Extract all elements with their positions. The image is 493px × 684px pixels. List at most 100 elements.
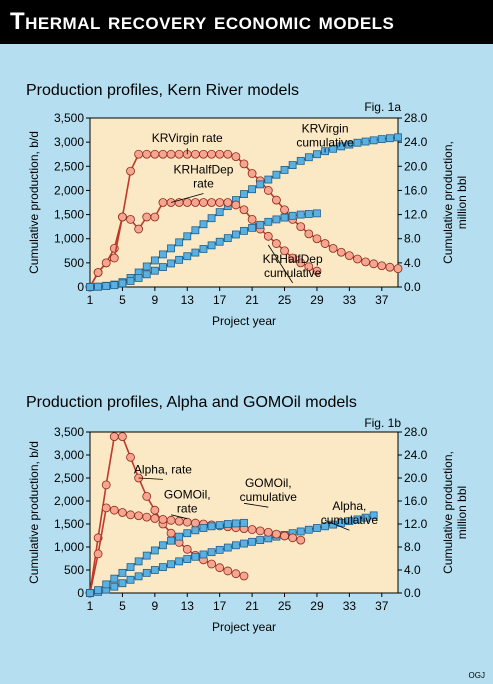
chart-2-cumulative-point <box>191 526 200 535</box>
chart-2-cumulative-point <box>304 525 313 534</box>
chart-1-ytick-label: 2,000 <box>54 183 84 197</box>
chart-1-title: Production profiles, Kern River models <box>26 82 300 99</box>
chart-2-ylabel: Cumulative production, b/d <box>27 441 41 584</box>
chart-1-ytick-label: 0 <box>77 280 84 294</box>
chart-1-cumulative-point <box>377 135 386 144</box>
chart-2-y2label: Cumulative production, <box>441 451 455 574</box>
chart-1-cumulative-point <box>361 137 370 146</box>
chart-2-rate-point <box>126 452 135 462</box>
chart-2-cumulative-point <box>167 536 175 545</box>
credit-label: OGJ <box>468 671 485 680</box>
chart-1-rate-point <box>215 149 225 159</box>
chart-1-rate-point <box>393 264 403 274</box>
chart-1-rate-point <box>280 246 289 256</box>
chart-2-cumulative-point <box>240 518 248 527</box>
chart-1-rate-point <box>336 247 346 257</box>
chart-1-rate-point <box>101 258 111 268</box>
chart-2-cumulative-point <box>94 586 103 595</box>
chart-2-cumulative-point <box>150 546 159 555</box>
chart-1-xlabel: Project year <box>212 314 276 328</box>
chart-2-cumulative-point <box>321 522 329 531</box>
chart-2-y2tick-label: 4.0 <box>404 563 421 577</box>
chart-2-rate-point <box>118 508 127 517</box>
chart-1-rate-point <box>182 198 192 207</box>
chart-2-y2tick-label: 24.0 <box>404 448 428 462</box>
chart-2-cumulative-point <box>199 550 208 559</box>
chart-2-cumulative-point <box>86 589 94 597</box>
chart-2-cumulative-point <box>313 524 321 532</box>
chart-1-rate-point <box>158 198 168 207</box>
chart-2-cumulative-point <box>215 545 224 554</box>
chart-1-rate-point <box>361 257 370 267</box>
chart-1-y2label: Cumulative production, <box>441 141 455 264</box>
chart-2-annotation-leader <box>324 519 350 531</box>
chart-2-y2tick-label: 28.0 <box>404 425 428 439</box>
chart-1-cumulative-point <box>288 211 297 220</box>
chart-1-xtick-label: 5 <box>119 293 126 307</box>
chart-2-annotation-label: GOMOil, <box>245 476 292 490</box>
chart-2-rate-point <box>93 549 103 559</box>
chart-1-rate-point <box>280 205 289 215</box>
chart-2-rate-point <box>101 503 111 513</box>
chart-1-ytick-label: 2,500 <box>54 159 84 173</box>
chart-2-rate-point <box>182 517 192 527</box>
figure-header: Thermal recovery economic models <box>0 0 493 44</box>
chart-2-cumulative-point <box>167 560 175 569</box>
chart-2-xtick-label: 9 <box>151 599 158 613</box>
chart-1-cumulative-point <box>175 238 184 247</box>
chart-1-rate-point <box>328 243 338 253</box>
chart-2-ytick-label: 3,500 <box>54 425 84 439</box>
chart-1-rate-point <box>150 212 160 222</box>
chart-1-annotation-label: KRVirgin <box>302 121 349 135</box>
chart-1-ytick-label: 3,000 <box>54 135 84 149</box>
chart-2-y2tick-label: 8.0 <box>404 540 421 554</box>
chart-1-series-2 <box>86 133 402 291</box>
chart-2-cumulative-point <box>175 557 184 566</box>
chart-2-cumulative-point <box>110 582 119 591</box>
chart-2-cumulative-point <box>256 536 265 544</box>
chart-1-xtick-label: 9 <box>151 293 158 307</box>
chart-1-cumulative-point <box>94 282 103 291</box>
chart-2-rate-point <box>231 569 241 579</box>
chart-1-cumulative-point <box>183 252 192 261</box>
chart-1-annotation-label: KRHalfDep <box>173 163 233 177</box>
chart-2-rate-point <box>207 559 216 569</box>
chart-2-cumulative-point <box>118 568 127 577</box>
chart-1-cumulative-point <box>142 270 151 279</box>
chart-1-xtick-label: 1 <box>87 293 94 307</box>
chart-2-cumulative-point <box>199 524 208 532</box>
chart-1-cumulative-point <box>256 180 265 189</box>
chart-1-rate-point <box>231 152 241 162</box>
chart-2-cumulative-point <box>345 517 354 526</box>
chart-1-y2tick-label: 8.0 <box>404 232 421 246</box>
chart-1-rate-point <box>118 212 127 222</box>
chart-2-cumulative-point <box>183 529 192 538</box>
chart-1-cumulative-point <box>240 226 248 235</box>
chart-1-rate-point <box>263 231 273 241</box>
chart-2-ytick-label: 2,500 <box>54 471 84 485</box>
chart-2-cumulative-point <box>142 551 151 560</box>
chart-2-rate-point <box>166 528 176 538</box>
chart-1-xtick-label: 33 <box>343 293 357 307</box>
chart-2-ytick-label: 1,000 <box>54 540 84 554</box>
chart-2-cumulative-point <box>118 579 127 588</box>
chart-2-ytick-label: 1,500 <box>54 517 84 531</box>
chart-1-rate-point <box>150 149 160 159</box>
chart-1-cumulative-point <box>385 134 394 143</box>
chart-2-y2tick-label: 0.0 <box>404 586 421 600</box>
chart-2-cumulative-point <box>159 563 167 572</box>
chart-2-cumulative-point <box>353 515 362 524</box>
chart-1-cumulative-point <box>215 237 224 246</box>
chart-2-cumulative-point <box>215 521 224 530</box>
chart-2-annotation-label: cumulative <box>321 513 379 527</box>
chart-2-cumulative-point <box>134 572 143 581</box>
chart-2-cumulative-point <box>142 568 151 577</box>
chart-1-rate-point <box>263 186 273 195</box>
chart-2-rate-point <box>272 529 281 539</box>
chart-2-cumulative-point <box>361 513 370 522</box>
chart-2-cumulative-point <box>110 574 119 583</box>
chart-1-cumulative-point <box>191 248 200 257</box>
chart-1-rate-point <box>239 205 249 215</box>
chart-2-cumulative-point <box>231 541 240 550</box>
chart-1-rate-point <box>385 262 395 272</box>
